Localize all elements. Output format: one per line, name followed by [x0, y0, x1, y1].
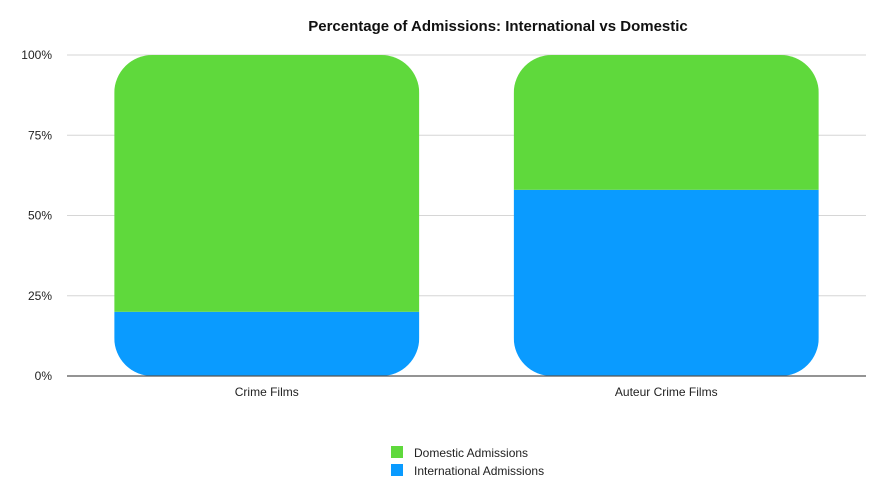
bar-segment — [114, 311, 420, 376]
y-tick-label: 75% — [28, 128, 52, 142]
bar-stack — [114, 55, 420, 376]
legend-label: International Admissions — [414, 464, 544, 478]
bar-stack — [513, 55, 819, 376]
y-tick-label: 50% — [28, 209, 52, 223]
x-category-label: Auteur Crime Films — [615, 385, 718, 399]
legend: Domestic Admissions International Admissi… — [391, 446, 544, 478]
x-category-label: Crime Films — [235, 385, 299, 399]
bar-segment — [513, 55, 819, 190]
bar-segment — [114, 55, 420, 312]
bar-segment — [513, 189, 819, 376]
legend-label: Domestic Admissions — [414, 446, 528, 460]
x-axis-categories: Crime Films Auteur Crime Films — [235, 385, 718, 399]
legend-swatch — [391, 446, 403, 458]
chart-title: Percentage of Admissions: International … — [308, 18, 688, 35]
y-tick-label: 0% — [35, 369, 53, 383]
y-tick-label: 25% — [28, 289, 52, 303]
y-axis-ticks: 0% 25% 50% 75% 100% — [21, 48, 52, 383]
legend-swatch — [391, 464, 403, 476]
y-tick-label: 100% — [21, 48, 52, 62]
bars — [114, 55, 819, 376]
